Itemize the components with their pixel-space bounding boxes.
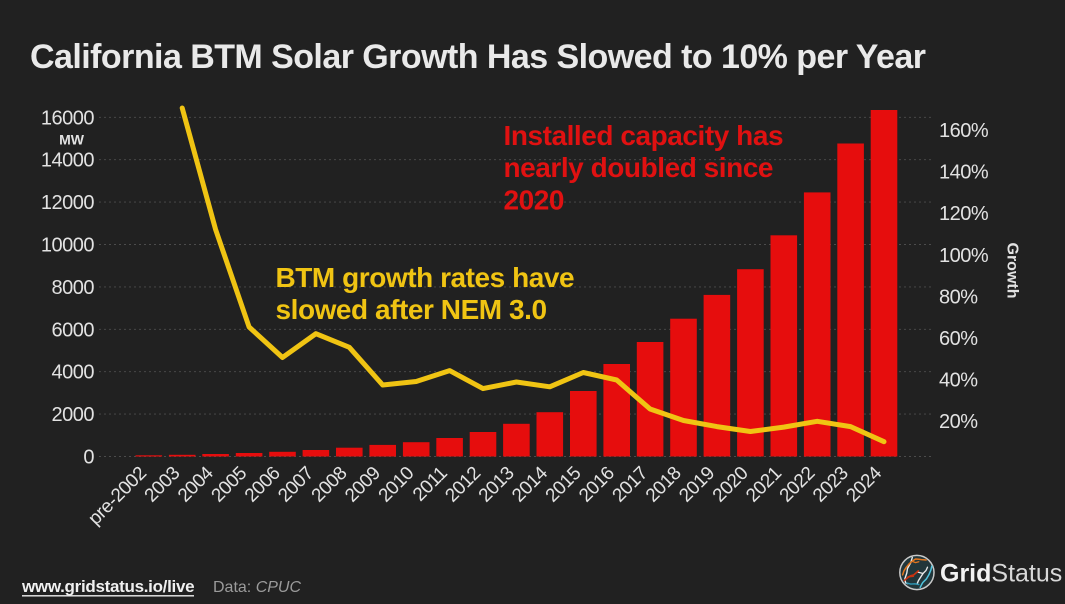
svg-text:8000: 8000: [52, 277, 95, 299]
svg-text:20%: 20%: [939, 411, 978, 433]
svg-text:140%: 140%: [939, 162, 989, 184]
svg-text:GridStatus: GridStatus: [940, 560, 1062, 588]
svg-text:Data: CPUC: Data: CPUC: [213, 579, 301, 596]
svg-text:16000: 16000: [41, 107, 94, 129]
svg-text:6000: 6000: [52, 319, 95, 341]
svg-text:2000: 2000: [52, 404, 95, 426]
svg-text:California BTM Solar Growth Ha: California BTM Solar Growth Has Slowed t…: [30, 38, 926, 76]
svg-text:10000: 10000: [41, 235, 94, 257]
svg-text:0: 0: [83, 447, 94, 469]
svg-text:Growth: Growth: [1004, 243, 1021, 299]
svg-text:40%: 40%: [939, 369, 978, 391]
svg-text:Installed capacity has: Installed capacity has: [504, 120, 784, 151]
svg-text:BTM growth rates have: BTM growth rates have: [276, 262, 575, 293]
svg-text:4000: 4000: [52, 362, 95, 384]
svg-text:120%: 120%: [939, 203, 989, 225]
svg-text:80%: 80%: [939, 286, 978, 308]
svg-text:slowed after NEM 3.0: slowed after NEM 3.0: [276, 294, 547, 325]
svg-text:14000: 14000: [41, 150, 94, 172]
svg-text:www.gridstatus.io/live: www.gridstatus.io/live: [21, 577, 194, 596]
svg-text:100%: 100%: [939, 245, 989, 267]
svg-text:60%: 60%: [939, 328, 978, 350]
svg-text:MW: MW: [59, 132, 85, 148]
svg-text:nearly doubled since: nearly doubled since: [504, 152, 774, 183]
svg-text:160%: 160%: [939, 120, 989, 142]
svg-text:12000: 12000: [41, 192, 94, 214]
svg-text:2020: 2020: [504, 184, 565, 215]
